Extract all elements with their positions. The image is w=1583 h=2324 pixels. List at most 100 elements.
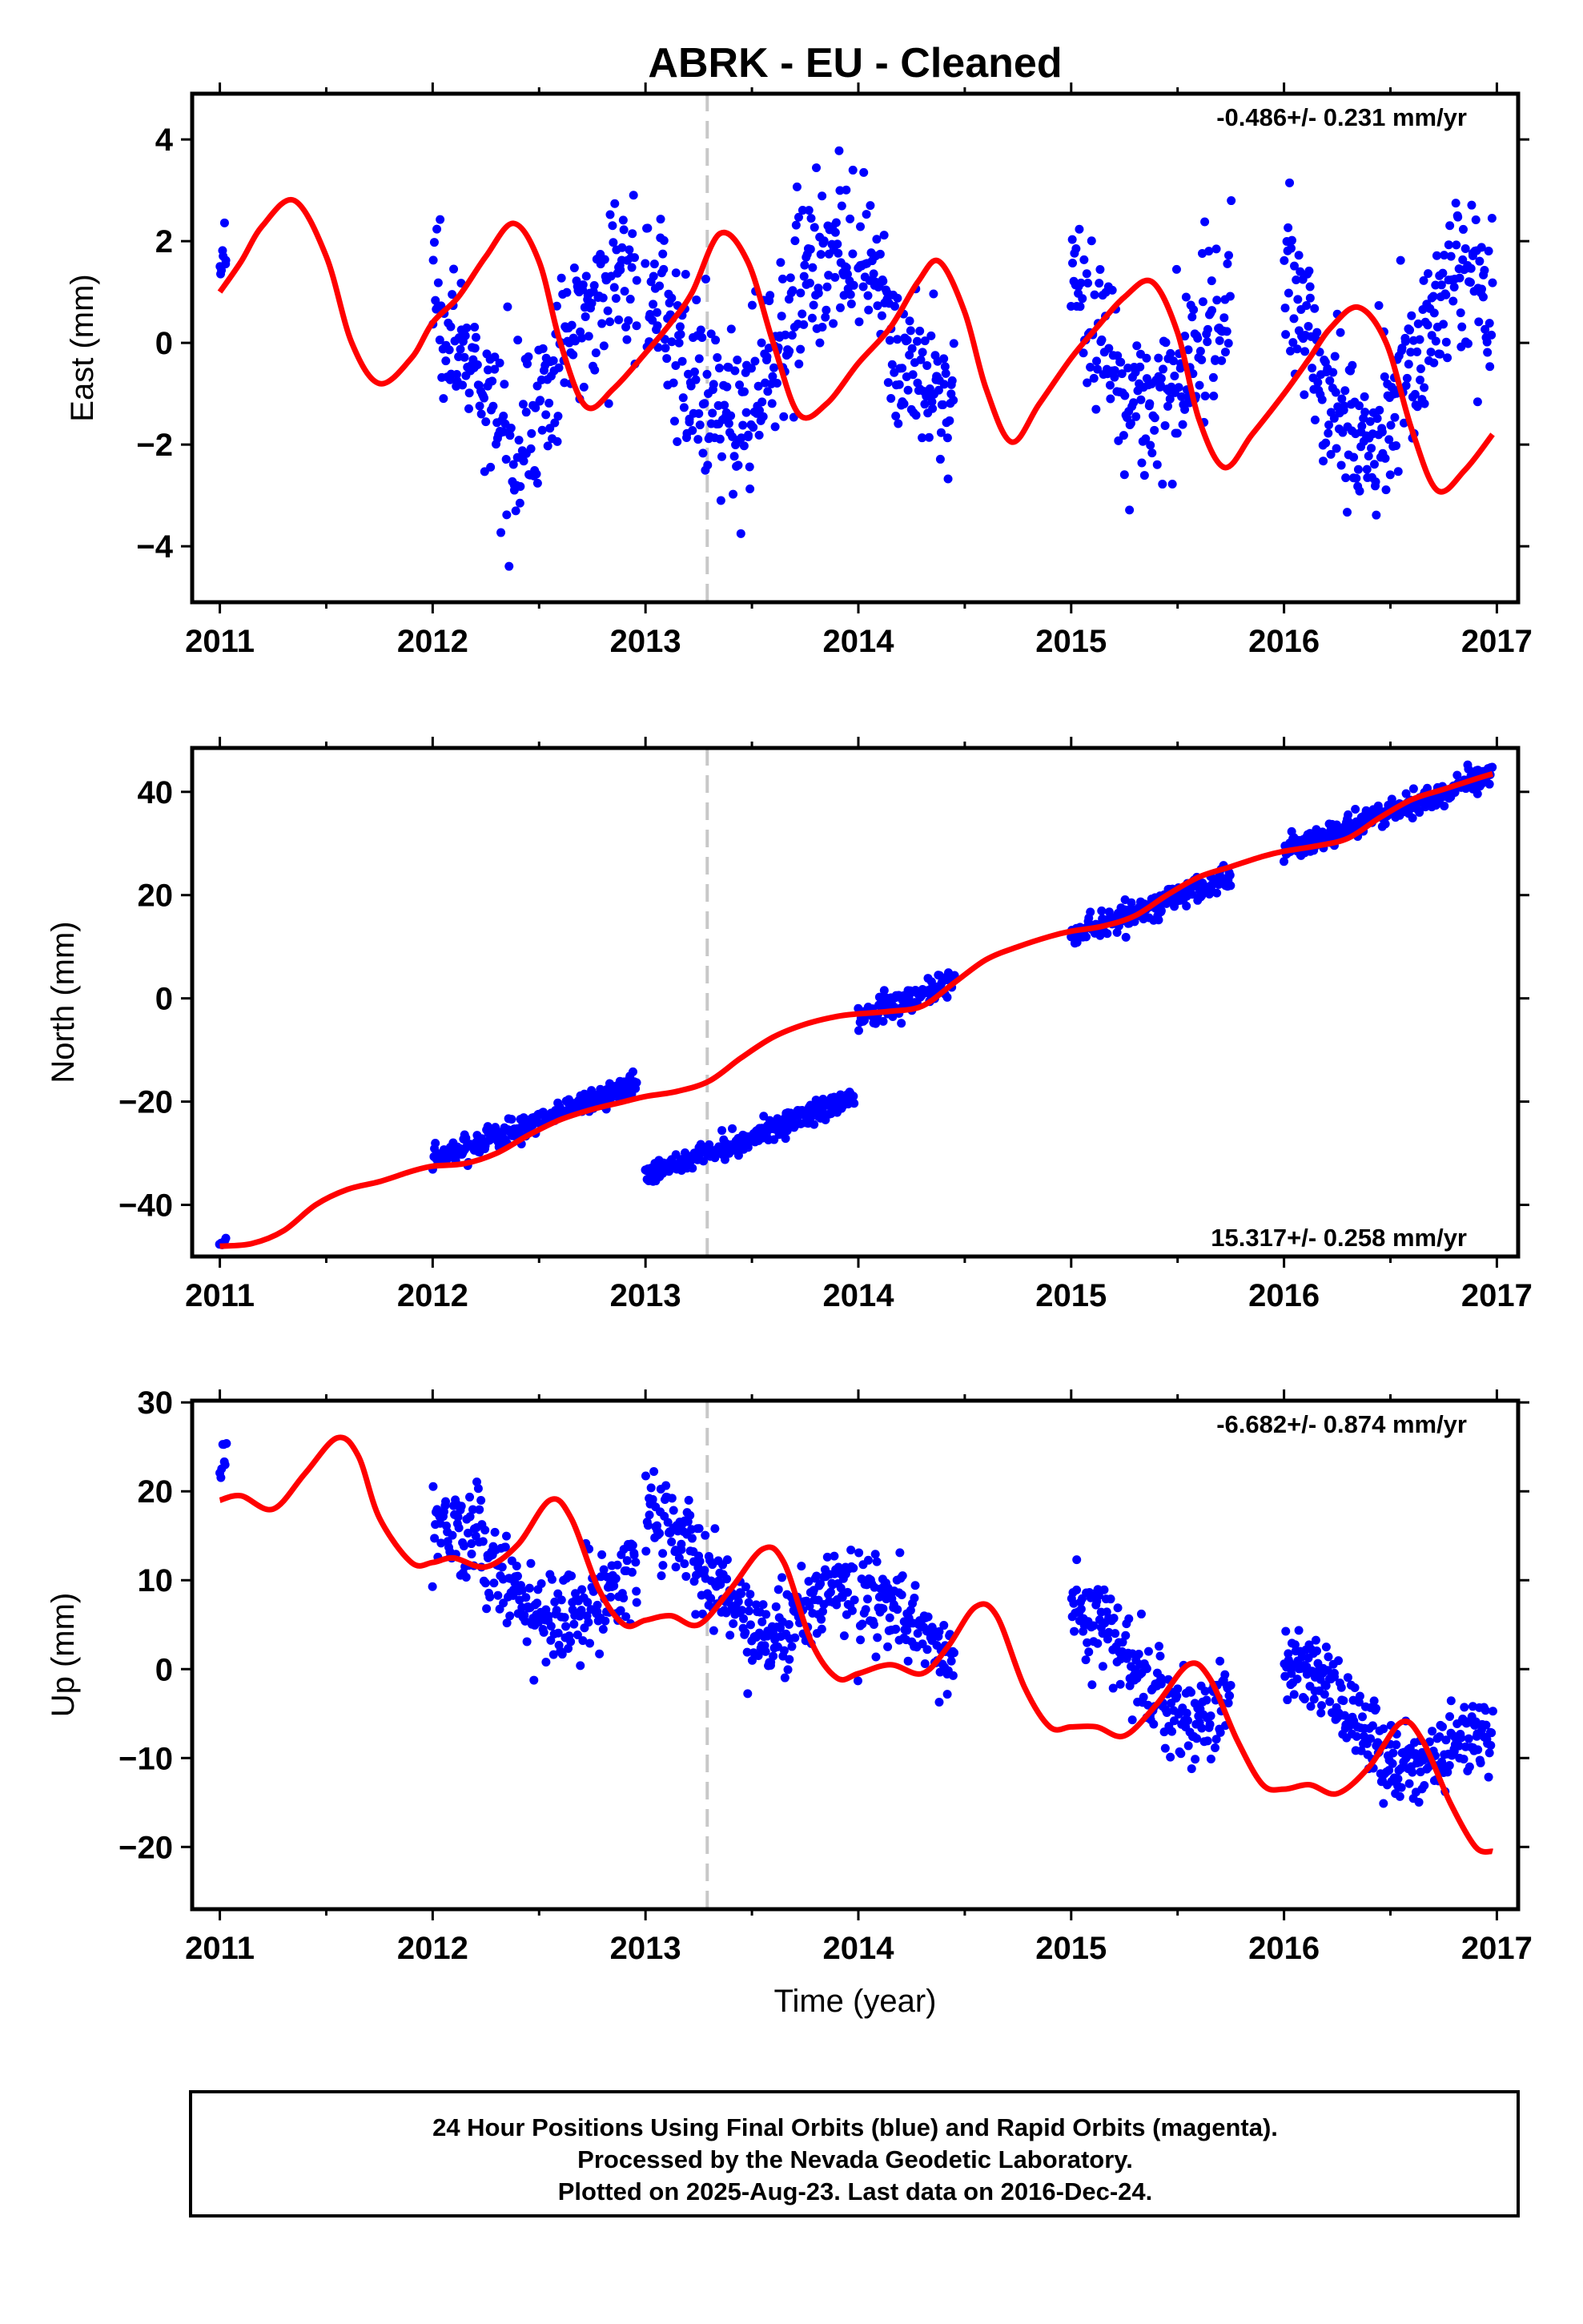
data-point — [1306, 1702, 1316, 1711]
data-point — [1360, 392, 1369, 401]
data-point — [846, 299, 856, 308]
data-point — [829, 319, 838, 328]
data-point — [710, 1524, 720, 1534]
data-point — [1290, 1640, 1300, 1650]
data-point — [429, 238, 439, 247]
data-point — [790, 236, 800, 246]
data-point — [1222, 327, 1231, 336]
data-point — [728, 1124, 737, 1133]
data-point — [720, 1155, 729, 1164]
data-point — [646, 1483, 656, 1493]
data-point — [1401, 789, 1411, 798]
data-point — [561, 1622, 571, 1631]
data-point — [1284, 288, 1293, 298]
data-point — [1121, 932, 1131, 942]
data-point — [1404, 360, 1413, 369]
data-point — [475, 1505, 484, 1514]
data-point — [659, 264, 669, 274]
data-point — [1338, 428, 1348, 437]
data-point — [761, 1647, 770, 1656]
data-point — [787, 1642, 797, 1651]
data-point — [842, 185, 851, 195]
data-point — [541, 410, 551, 420]
data-point — [1466, 263, 1476, 273]
data-point — [482, 1604, 492, 1614]
data-point — [643, 1521, 653, 1530]
data-point — [573, 1630, 582, 1639]
data-point — [1127, 1715, 1137, 1725]
data-point — [578, 280, 588, 290]
y-tick-label: 4 — [155, 123, 174, 158]
data-point — [1300, 1695, 1309, 1704]
y-tick-label: 0 — [155, 326, 173, 361]
data-point — [436, 1538, 446, 1548]
data-point — [478, 1537, 488, 1546]
data-point — [1476, 1758, 1485, 1767]
data-point — [521, 408, 531, 417]
data-point — [1083, 1638, 1092, 1647]
data-point — [745, 484, 755, 493]
data-point — [671, 361, 681, 371]
data-point — [839, 1631, 849, 1641]
data-point — [1083, 378, 1092, 388]
y-tick-label: 20 — [138, 1474, 174, 1510]
data-point — [1135, 362, 1145, 372]
data-point — [601, 1616, 610, 1626]
data-point — [1154, 353, 1163, 363]
data-point — [523, 359, 532, 368]
data-point — [743, 1689, 753, 1699]
data-point — [1310, 304, 1320, 313]
data-point — [467, 1539, 476, 1549]
data-point — [878, 1016, 888, 1026]
data-point — [1168, 356, 1178, 366]
data-point — [1324, 428, 1333, 438]
data-point — [1441, 1735, 1451, 1745]
data-point — [1105, 380, 1115, 390]
data-point — [918, 433, 927, 443]
data-point — [1110, 372, 1119, 382]
data-point — [584, 332, 593, 341]
data-point — [1207, 306, 1217, 316]
data-point — [1304, 321, 1313, 331]
y-axis-label: East (mm) — [65, 274, 100, 421]
x-tick-label: 2012 — [397, 1278, 468, 1313]
data-point — [1404, 1779, 1414, 1788]
data-point — [1419, 275, 1428, 285]
data-point — [1337, 394, 1347, 404]
data-point — [773, 1585, 783, 1594]
data-point — [875, 249, 885, 259]
data-point — [722, 1574, 732, 1584]
data-point — [1474, 317, 1484, 327]
data-point — [934, 385, 943, 395]
data-point — [507, 1115, 516, 1124]
data-point — [935, 454, 945, 464]
data-point — [758, 412, 768, 421]
x-tick-label: 2014 — [822, 1278, 894, 1313]
x-tick-label: 2013 — [610, 1931, 681, 1966]
data-point — [1113, 1603, 1123, 1613]
data-point — [1485, 779, 1494, 789]
data-point — [924, 432, 934, 442]
data-point — [1116, 357, 1126, 367]
data-point — [1217, 356, 1227, 365]
data-point — [866, 201, 875, 211]
data-point — [1154, 915, 1163, 925]
data-point — [1095, 279, 1104, 288]
data-point — [619, 1593, 629, 1602]
data-point — [632, 1586, 641, 1596]
data-point — [784, 1619, 794, 1629]
data-point — [1341, 473, 1351, 483]
data-point — [872, 235, 882, 244]
data-point — [757, 338, 766, 348]
data-point — [721, 1608, 731, 1618]
data-point — [483, 365, 492, 375]
data-point — [1336, 328, 1345, 337]
data-point — [461, 1133, 471, 1143]
data-point — [649, 1466, 659, 1476]
data-point — [804, 1577, 814, 1586]
data-point — [669, 378, 678, 388]
data-point — [610, 199, 620, 208]
data-point — [1484, 246, 1493, 255]
data-point — [1446, 251, 1456, 261]
data-point — [898, 364, 907, 373]
